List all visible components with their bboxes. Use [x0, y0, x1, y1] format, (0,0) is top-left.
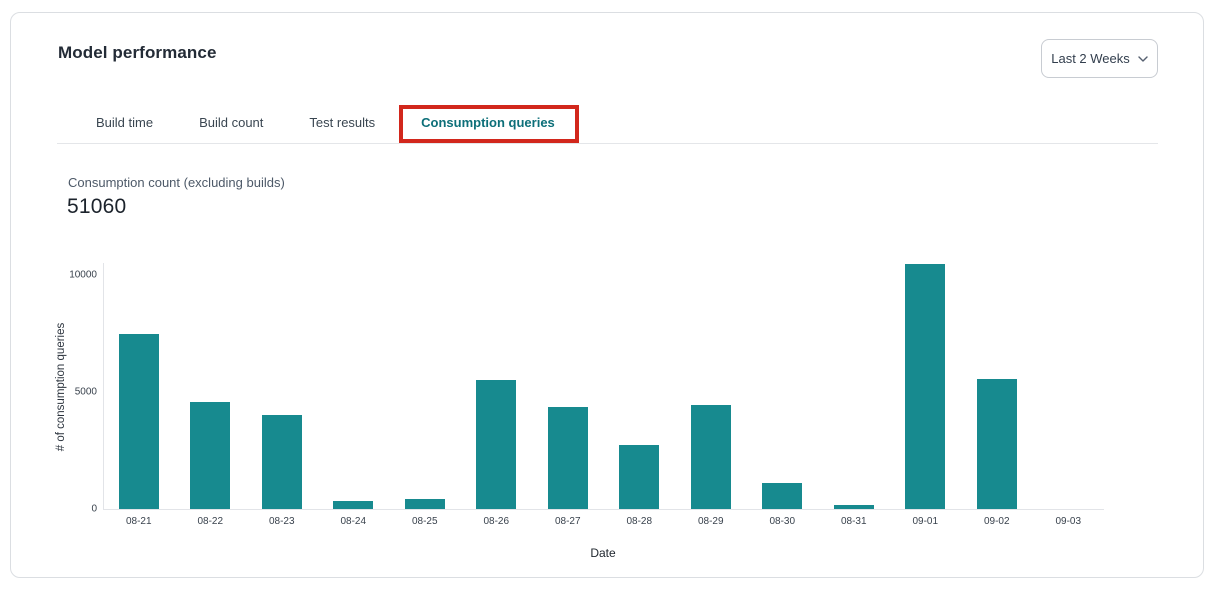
bar-slot	[890, 264, 962, 509]
x-tick-label: 09-02	[983, 516, 1010, 527]
x-tick-label: 08-22	[197, 516, 224, 527]
x-tick-label: 09-03	[1055, 516, 1082, 527]
bar-slot	[961, 264, 1033, 509]
bar-slot	[675, 264, 747, 509]
x-tick-label: 09-01	[912, 516, 939, 527]
bar-slot	[389, 264, 461, 509]
x-axis-title: Date	[590, 546, 616, 560]
bar-08-24	[333, 501, 374, 509]
bar-08-27	[547, 407, 588, 509]
y-tick-label: 10000	[69, 269, 97, 280]
x-axis-line	[103, 509, 1104, 510]
x-tick-label: 08-27	[554, 516, 581, 527]
bar-08-29	[690, 405, 731, 509]
x-tick-label: 08-23	[268, 516, 295, 527]
bar-slot	[818, 264, 890, 509]
tab-test-results[interactable]: Test results	[309, 115, 376, 130]
bar-slot	[103, 264, 175, 509]
bar-slot	[175, 264, 247, 509]
tab-bar-divider	[57, 143, 1158, 144]
bar-08-23	[261, 415, 302, 509]
x-tick-label: 08-28	[626, 516, 653, 527]
bar-08-21	[118, 334, 159, 509]
x-tick-label: 08-29	[697, 516, 724, 527]
metric-label: Consumption count (excluding builds)	[68, 175, 285, 190]
bar-slot	[747, 264, 819, 509]
x-tick-label: 08-21	[125, 516, 152, 527]
bar-08-30	[762, 483, 803, 509]
x-tick-label: 08-31	[840, 516, 867, 527]
x-tick-label: 08-26	[483, 516, 510, 527]
page-title: Model performance	[58, 43, 217, 62]
y-tick-label: 5000	[74, 386, 97, 398]
bar-slot	[461, 264, 533, 509]
bar-slot	[604, 264, 676, 509]
x-tick-label: 08-24	[340, 516, 367, 527]
bar-slot	[1033, 264, 1105, 509]
bar-slot	[318, 264, 390, 509]
bar-08-31	[833, 505, 874, 509]
bar-slot	[246, 264, 318, 509]
y-axis-line	[103, 263, 104, 509]
tab-consumption-queries[interactable]: Consumption queries	[421, 115, 555, 130]
bar-08-22	[190, 402, 231, 509]
x-tick-label: 08-30	[769, 516, 796, 527]
bar-08-26	[476, 380, 517, 509]
plot-area	[103, 264, 1104, 509]
annotation-highlight-box	[399, 105, 579, 143]
tab-build-count[interactable]: Build count	[199, 115, 264, 130]
tab-build-time[interactable]: Build time	[96, 115, 154, 130]
date-range-dropdown[interactable]: Last 2 Weeks	[1041, 39, 1158, 78]
model-performance-card: Model performance Last 2 Weeks Build tim…	[10, 12, 1204, 578]
bar-slot	[532, 264, 604, 509]
bar-09-01	[905, 264, 946, 509]
date-range-label: Last 2 Weeks	[1051, 51, 1130, 66]
bar-09-02	[976, 379, 1017, 509]
bar-08-25	[404, 499, 445, 509]
y-tick-label: 0	[91, 503, 97, 515]
tab-bar: Build time Build count Test results Consump…	[96, 113, 555, 133]
x-axis-ticks: 08-21 08-22 08-23 08-24 08-25 08-26 08-27 08-28…	[103, 516, 1104, 527]
bar-08-28	[619, 445, 660, 509]
x-tick-label: 08-25	[411, 516, 438, 527]
metric-value: 51060	[67, 195, 127, 218]
chevron-down-icon	[1138, 55, 1148, 62]
